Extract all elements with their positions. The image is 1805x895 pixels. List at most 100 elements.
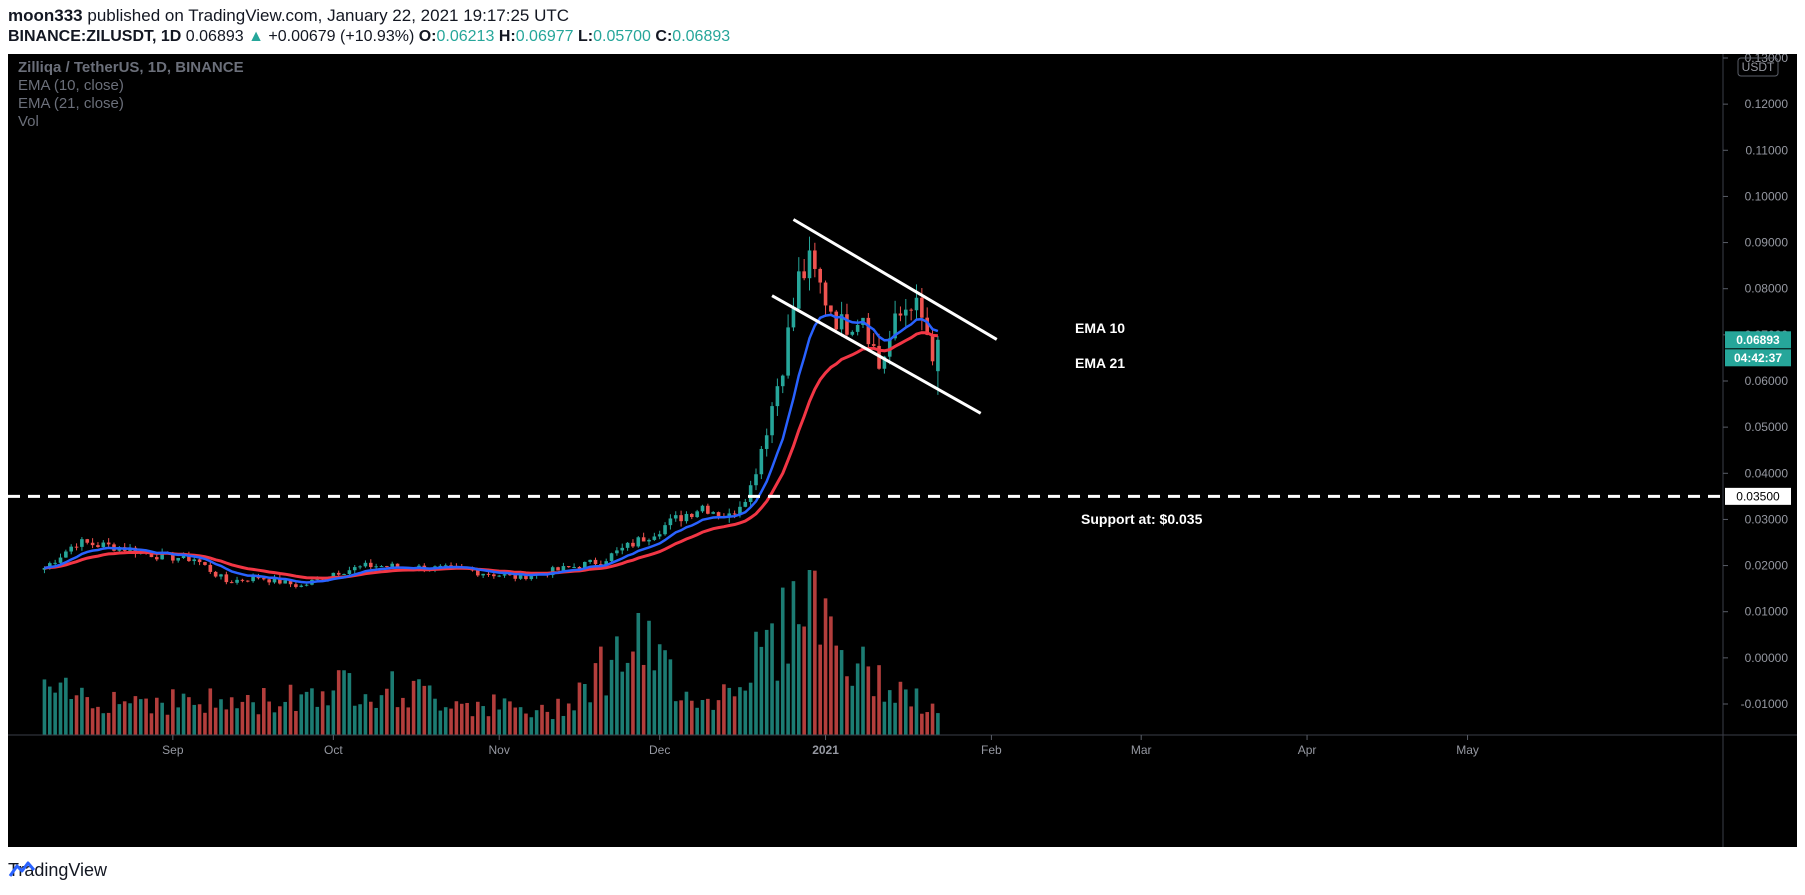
candle-body [42,567,47,570]
candle-body [213,571,218,577]
volume-bar [663,650,667,735]
currency-box[interactable] [1737,57,1779,77]
candle-body [936,339,940,372]
volume-bar [310,688,314,735]
volume-bar [417,679,421,735]
candle-body [572,566,576,568]
price-tick-label: 0.12000 [1745,97,1789,111]
volume-bar [711,709,715,735]
candle-body [647,539,651,542]
brand-name: TradingView [8,860,108,880]
volume-bar [625,662,630,735]
candle-body [684,513,689,522]
candle-body [920,297,924,318]
volume-bar [797,624,801,735]
candle-body [759,448,764,475]
volume-bar [529,717,534,735]
volume-bar [738,687,742,735]
volume-bar [722,684,726,735]
candle-body [636,537,641,547]
volume-bar [454,701,459,735]
volume-bar [839,650,844,735]
volume-bar [69,699,73,735]
chart-panel[interactable]: Zilliqa / TetherUS, 1D, BINANCE EMA (10,… [8,54,1797,847]
volume-bar [834,645,839,735]
time-axis[interactable]: Sep Oct Nov Dec 2021 Feb Mar Apr May [162,735,1479,757]
volume-bar [304,691,309,735]
support-price-tag-text: 0.03500 [1736,489,1780,503]
candle-body [529,575,534,580]
volume-bar [251,702,255,735]
volume-bar [572,710,576,735]
open-value: 0.06213 [436,28,495,45]
candle-body [599,564,603,566]
price-chart[interactable]: Zilliqa / TetherUS, 1D, BINANCE EMA (10,… [8,54,1797,847]
legend-vol: Vol [18,113,39,130]
channel-lower-line[interactable] [771,294,982,415]
volume-bar [657,644,662,735]
volume-bar [545,711,550,735]
candle-body [887,338,892,357]
candle-body [754,474,758,486]
candle-body [770,406,774,436]
published-text: published on TradingView.com, January 22… [87,6,570,25]
volume-bar [599,646,603,735]
candle-body [663,525,667,535]
volume-bar [647,620,651,735]
candle-body [577,566,582,569]
price-tick-label: 0.00000 [1745,651,1789,665]
candle-body [155,557,159,560]
open-label: O: [418,28,437,45]
price-tick-label: 0.02000 [1745,559,1789,573]
price-axis[interactable]: 0.13000 0.12000 0.11000 0.10000 0.09000 0.080… [1723,54,1788,711]
volume-bar [492,694,496,735]
volume-bar [893,702,897,735]
volume-bar [770,623,774,735]
candle-body [48,563,52,568]
volume-bar [208,688,213,735]
volume-bar [706,698,710,735]
volume-bar [138,699,143,735]
price-tick-label: 0.11000 [1746,143,1789,157]
candle-body [893,313,897,339]
candle-body [738,506,742,515]
volume-bar [267,701,271,735]
candle-body [390,563,394,567]
ema-21-line [44,331,939,580]
footer-brand[interactable]: TradingView [8,860,107,881]
candle-body [395,563,400,568]
candle-body [449,565,453,567]
candle-body [631,542,635,547]
candle-body [695,511,699,518]
volume-bar [481,706,485,735]
volume-bar [278,706,282,735]
candle-body [930,334,935,362]
close-label: C: [655,28,673,45]
candle-body [625,542,630,548]
volume-bar [347,673,352,735]
candle-body [283,580,287,584]
volume-bar [673,701,678,735]
candle-body [700,505,705,512]
volume-bar [433,698,437,735]
volume-bar [904,689,908,735]
volume-bar [936,713,940,735]
candle-body [203,562,207,565]
volume-bar [877,665,881,735]
candle-body [336,572,341,575]
publish-info: moon333 published on TradingView.com, Ja… [8,6,569,26]
volume-bar [855,663,860,735]
ema10-annotation: EMA 10 [1075,320,1125,336]
candle-body [904,309,908,316]
volume-bar [85,697,90,735]
volume-bar [240,701,245,735]
candle-body [385,566,389,568]
channel-upper-line[interactable] [792,218,998,341]
legend-ema21: EMA (21, close) [18,95,124,112]
candle-body [791,308,796,328]
close-value: 0.06893 [672,28,731,45]
candle-body [620,547,625,551]
volume-bar [443,707,448,735]
volume-bar [390,671,394,735]
author-name[interactable]: moon333 [8,6,83,25]
